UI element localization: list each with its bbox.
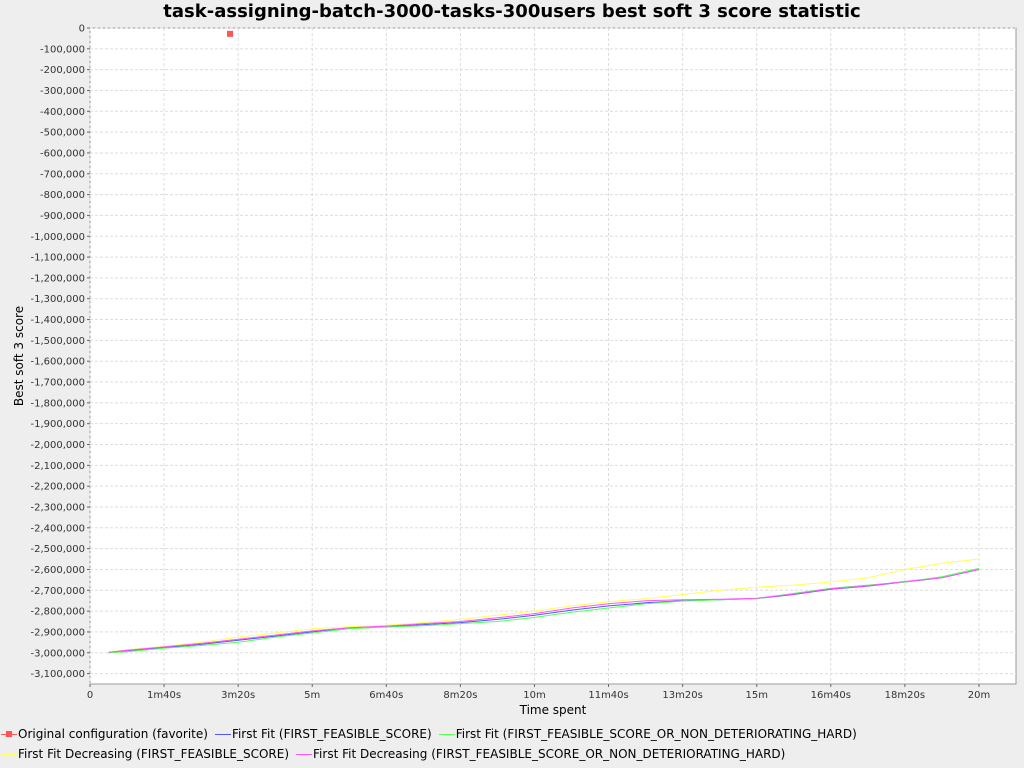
y-tick-label: -2,300,000	[30, 502, 85, 513]
x-tick-label: 1m40s	[147, 690, 181, 701]
series-line-3	[108, 558, 980, 653]
y-tick-label: -1,600,000	[30, 357, 85, 368]
x-tick-label: 20m	[968, 690, 990, 701]
y-tick-label: -1,400,000	[30, 315, 85, 326]
legend-item: Original configuration (favorite)	[0, 727, 208, 741]
y-axis-label: Best soft 3 score	[12, 306, 26, 406]
y-tick-label: -900,000	[40, 211, 85, 222]
y-tick-label: -400,000	[40, 107, 85, 118]
y-tick-label: -2,000,000	[30, 440, 85, 451]
y-tick-label: -300,000	[40, 86, 85, 97]
x-tick-label: 3m20s	[221, 690, 255, 701]
y-tick-label: -1,100,000	[30, 253, 85, 264]
legend-swatch	[0, 749, 18, 759]
y-tick-label: -2,900,000	[30, 627, 85, 638]
y-tick-label: -200,000	[40, 65, 85, 76]
y-tick-label: -3,000,000	[30, 648, 85, 659]
chart-area: 0 -100,000 -200,000 -300,000 -400,000 -500,00…	[12, 24, 1017, 717]
chart-title: task-assigning-batch-3000-tasks-300users…	[163, 1, 861, 22]
legend-item: First Fit (FIRST_FEASIBLE_SCORE_OR_NON_D…	[438, 727, 857, 741]
x-tick-label: 10m	[523, 690, 545, 701]
series-line-2	[108, 567, 980, 654]
legend-swatch	[214, 729, 232, 739]
x-tick-label: 13m20s	[662, 690, 702, 701]
y-tick-label: -700,000	[40, 169, 85, 180]
series-lines	[108, 30, 980, 654]
y-tick-label: -3,100,000	[30, 669, 85, 680]
y-tick-label: -2,100,000	[30, 461, 85, 472]
x-tick-label: 0	[87, 690, 93, 701]
x-tick-label: 5m	[304, 690, 320, 701]
legend-item: First Fit Decreasing (FIRST_FEASIBLE_SCO…	[0, 747, 289, 761]
y-tick-label: 0	[79, 24, 85, 35]
axis-ticks: 0 -100,000 -200,000 -300,000 -400,000 -500,00…	[30, 24, 990, 702]
x-tick-label: 16m40s	[811, 690, 851, 701]
y-tick-label: -500,000	[40, 128, 85, 139]
legend-label: First Fit Decreasing (FIRST_FEASIBLE_SCO…	[18, 746, 290, 761]
plot-background	[89, 27, 1017, 685]
x-tick-label: 18m20s	[885, 690, 925, 701]
legend-label: Original configuration (favorite)	[18, 726, 208, 741]
legend-label: First Fit (FIRST_FEASIBLE_SCORE)	[231, 726, 432, 741]
legend-swatch	[438, 729, 456, 739]
x-tick-label: 11m40s	[588, 690, 628, 701]
y-tick-label: -1,000,000	[30, 232, 85, 243]
y-tick-label: -100,000	[40, 44, 85, 55]
y-tick-label: -2,500,000	[30, 544, 85, 555]
legend-swatch	[295, 749, 313, 759]
legend-item: First Fit (FIRST_FEASIBLE_SCORE)	[214, 727, 432, 741]
y-tick-label: -800,000	[40, 190, 85, 201]
y-tick-label: -2,600,000	[30, 565, 85, 576]
y-tick-label: -2,700,000	[30, 586, 85, 597]
y-tick-label: -2,800,000	[30, 607, 85, 618]
legend-swatch	[0, 729, 18, 739]
legend-label: First Fit (FIRST_FEASIBLE_SCORE_OR_NON_D…	[455, 726, 857, 741]
legend-label: First Fit Decreasing (FIRST_FEASIBLE_SCO…	[313, 746, 786, 761]
grid-lines	[89, 27, 1016, 684]
y-tick-label: -2,200,000	[30, 482, 85, 493]
y-tick-label: -1,900,000	[30, 419, 85, 430]
y-tick-label: -1,500,000	[30, 336, 85, 347]
series-line-4	[108, 569, 980, 653]
series-point-original-configuration	[227, 30, 234, 37]
y-tick-label: -1,200,000	[30, 273, 85, 284]
x-axis-label: Time spent	[519, 703, 587, 717]
y-tick-label: -1,300,000	[30, 294, 85, 305]
legend: Original configuration (favorite) First F…	[0, 724, 1024, 768]
legend-item: First Fit Decreasing (FIRST_FEASIBLE_SCO…	[295, 747, 785, 761]
x-tick-label: 8m20s	[443, 690, 477, 701]
y-tick-label: -1,700,000	[30, 378, 85, 389]
x-tick-label: 6m40s	[369, 690, 403, 701]
y-tick-label: -2,400,000	[30, 523, 85, 534]
x-tick-label: 15m	[745, 690, 767, 701]
y-tick-label: -600,000	[40, 148, 85, 159]
y-tick-label: -1,800,000	[30, 398, 85, 409]
